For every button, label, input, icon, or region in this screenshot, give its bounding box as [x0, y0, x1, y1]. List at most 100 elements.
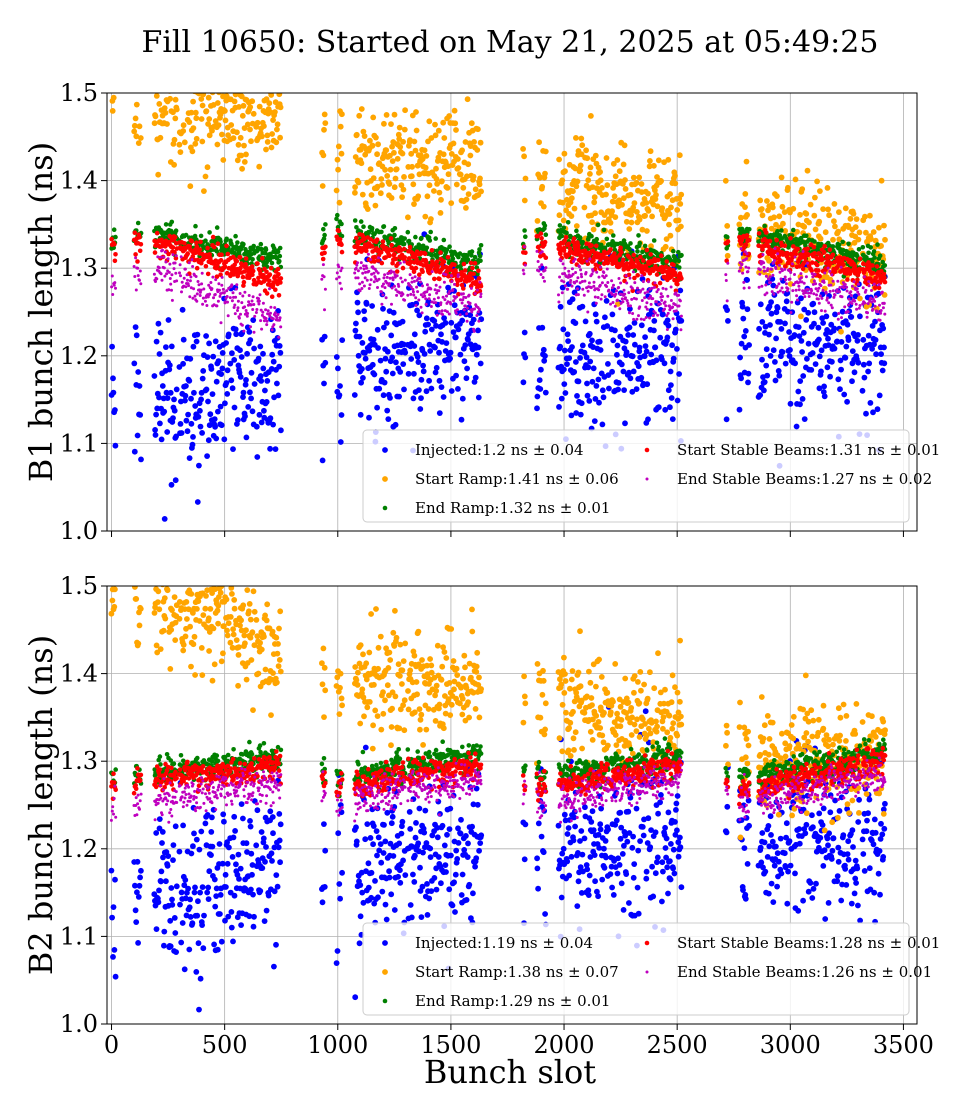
- data-point: [434, 181, 440, 187]
- data-point: [802, 281, 806, 285]
- data-point: [410, 276, 414, 280]
- data-point: [563, 272, 566, 275]
- data-point: [465, 319, 469, 323]
- data-point: [376, 385, 383, 392]
- data-point: [218, 288, 221, 292]
- data-point: [635, 273, 640, 278]
- data-point: [277, 104, 284, 111]
- series-0: [108, 704, 888, 1013]
- data-point: [164, 862, 171, 869]
- data-point: [407, 137, 413, 143]
- data-point: [831, 279, 835, 283]
- data-point: [618, 307, 622, 311]
- data-point: [268, 144, 275, 151]
- data-point: [472, 260, 478, 266]
- data-point: [879, 309, 883, 312]
- data-point: [190, 434, 196, 440]
- data-point: [822, 229, 829, 236]
- data-point: [131, 360, 138, 367]
- legend-item: End Stable Beams:1.27 ns ± 0.02: [645, 470, 932, 488]
- data-point: [388, 276, 392, 280]
- data-point: [869, 323, 876, 329]
- data-point: [167, 288, 171, 292]
- data-point: [411, 287, 415, 291]
- data-point: [152, 250, 158, 255]
- data-point: [785, 184, 791, 191]
- data-point: [543, 268, 547, 272]
- data-point: [211, 416, 218, 422]
- data-point: [259, 319, 263, 323]
- data-point: [603, 295, 607, 299]
- data-point: [573, 183, 580, 190]
- data-point: [655, 404, 662, 411]
- data-point: [261, 301, 265, 305]
- data-point: [610, 279, 614, 283]
- data-point: [582, 318, 589, 325]
- data-point: [829, 303, 833, 307]
- data-point: [778, 174, 785, 181]
- data-point: [866, 302, 870, 306]
- data-point: [377, 357, 384, 364]
- data-point: [336, 392, 343, 398]
- data-point: [807, 291, 810, 295]
- data-point: [882, 236, 888, 243]
- data-point: [352, 189, 358, 196]
- data-point: [167, 270, 171, 274]
- data-point: [797, 378, 804, 384]
- data-point: [358, 282, 362, 286]
- data-point: [605, 361, 611, 367]
- data-point: [214, 141, 221, 148]
- data-point: [233, 303, 237, 307]
- data-point: [646, 290, 650, 294]
- data-point: [679, 328, 683, 332]
- data-point: [455, 156, 461, 162]
- data-point: [157, 329, 164, 336]
- data-point: [321, 226, 326, 232]
- data-point: [323, 222, 328, 227]
- data-point: [165, 272, 169, 276]
- data-point: [561, 366, 567, 373]
- data-point: [745, 379, 751, 386]
- data-point: [561, 150, 568, 157]
- data-point: [394, 288, 398, 292]
- data-point: [741, 271, 745, 275]
- data-point: [787, 347, 793, 353]
- data-point: [218, 272, 223, 278]
- data-point: [222, 291, 226, 295]
- data-point: [631, 270, 635, 274]
- data-point: [882, 279, 888, 285]
- data-point: [253, 314, 257, 318]
- data-point: [387, 166, 394, 173]
- data-point: [628, 276, 632, 280]
- data-point: [237, 255, 243, 260]
- data-point: [260, 365, 267, 372]
- data-point: [631, 312, 635, 315]
- data-point: [804, 233, 809, 239]
- data-point: [166, 80, 172, 86]
- data-point: [338, 412, 345, 418]
- data-point: [678, 299, 682, 303]
- data-point: [666, 294, 670, 298]
- data-point: [782, 360, 789, 367]
- data-point: [193, 223, 198, 229]
- plot-frame: [106, 92, 918, 532]
- data-point: [662, 406, 669, 413]
- data-point: [556, 404, 562, 410]
- data-point: [365, 266, 369, 270]
- data-point: [209, 127, 215, 134]
- data-point: [523, 234, 528, 239]
- data-point: [647, 148, 654, 155]
- data-point: [212, 338, 219, 345]
- data-point: [422, 213, 429, 220]
- data-point: [636, 286, 639, 290]
- data-point: [179, 255, 183, 259]
- data-point: [744, 306, 751, 313]
- data-point: [275, 249, 281, 254]
- data-point: [208, 366, 215, 372]
- data-point: [736, 221, 743, 228]
- data-point: [250, 268, 256, 274]
- data-point: [631, 252, 637, 258]
- data-point: [183, 267, 187, 271]
- data-point: [739, 247, 743, 251]
- data-point: [877, 283, 881, 287]
